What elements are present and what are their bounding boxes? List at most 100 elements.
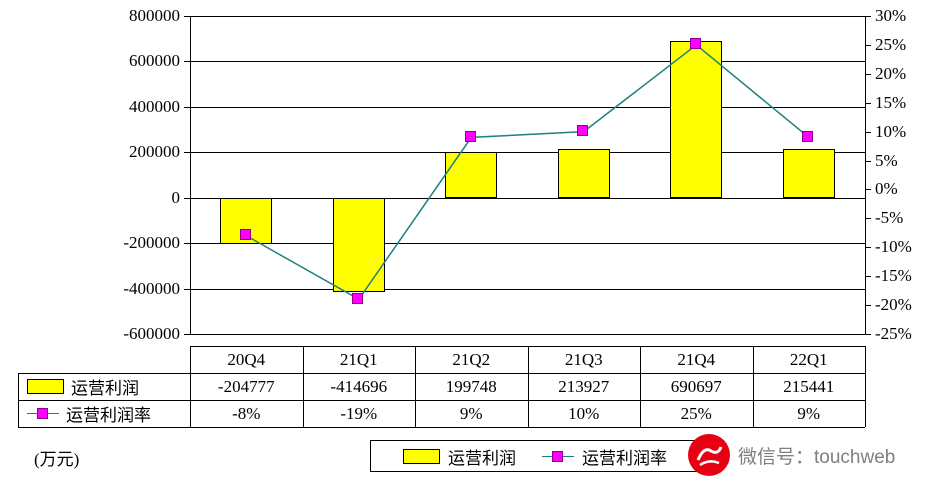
right-axis-label: 30% [875,6,907,25]
bar-21Q1 [332,197,385,292]
left-axis-tick [184,107,190,108]
gridline [190,243,865,244]
gridline [190,334,865,335]
table-value: -414696 [330,376,388,396]
right-axis-label: 25% [875,35,907,54]
table-category: 20Q4 [227,349,266,369]
row-label-text: 运营利润率 [66,406,151,425]
left-axis-tick [184,243,190,244]
table-category: 21Q2 [452,349,491,369]
table-border [865,346,866,427]
legend-item-margin: 运营利润率 [542,444,667,469]
left-axis-tick [184,16,190,17]
right-axis-tick [865,305,871,306]
left-axis-label: 400000 [129,97,180,116]
right-axis-tick [865,218,871,219]
right-axis-tick [865,132,871,133]
line-marker-20Q4 [239,229,251,241]
line-series-swatch-icon [542,450,574,463]
table-border [18,373,19,427]
table-border [302,346,304,427]
right-axis-tick [865,247,871,248]
line-marker-21Q4 [689,38,701,50]
line-marker-21Q2 [464,130,476,142]
right-axis-label: -5% [875,208,904,227]
row-label-text: 运营利润 [71,379,139,398]
right-axis-line [865,16,866,334]
left-axis-label: -600000 [123,324,180,343]
left-axis-tick [184,198,190,199]
right-axis-label: 5% [875,151,898,170]
watermark-text: 微信号：touchweb [738,446,896,468]
table-row-label: 运营利润 [18,373,190,400]
right-axis-tick [865,161,871,162]
bar-22Q1 [782,148,835,198]
right-axis-tick [865,103,871,104]
legend-label-profit: 运营利润 [448,448,516,468]
gridline [190,198,865,199]
table-category: 21Q1 [339,349,378,369]
table-value: -19% [340,403,378,423]
watermark-logo-icon [688,434,730,476]
line-marker-21Q1 [352,292,364,304]
table-value: 199748 [445,376,497,396]
table-category: 21Q4 [677,349,716,369]
right-axis-tick [865,334,871,335]
left-axis-tick [184,61,190,62]
table-value: 213927 [558,376,610,396]
table-border [752,346,754,427]
table-value: 10% [568,403,600,423]
left-axis-line [190,16,191,334]
table-row-label: 运营利润率 [18,400,190,427]
table-border [18,373,865,374]
table-border [527,346,529,427]
unit-label: (万元) [34,450,80,469]
left-axis-tick [184,289,190,290]
gridline [190,107,865,108]
table-border [18,400,865,401]
line-series-swatch-icon [27,407,59,420]
table-border [640,346,641,427]
right-axis-tick [865,276,871,277]
table-value: 215441 [783,376,835,396]
left-axis-label: 800000 [129,6,180,25]
watermark: 微信号：touchweb [688,434,895,476]
right-axis-tick [865,45,871,46]
table-category: 21Q3 [564,349,603,369]
legend-item-profit: 运营利润 [403,444,516,469]
right-axis-label: -15% [875,266,912,285]
right-axis-label: -20% [875,295,912,314]
table-category: 22Q1 [789,349,828,369]
bar-21Q3 [557,149,610,198]
line-marker-22Q1 [802,130,814,142]
bar-21Q4 [670,40,723,198]
left-axis-label: -200000 [123,233,180,252]
right-axis-label: -10% [875,237,912,256]
table-border [415,346,416,427]
right-axis-tick [865,189,871,190]
gridline [190,16,865,17]
table-value: -204777 [217,376,275,396]
right-axis-tick [865,16,871,17]
bar-21Q2 [445,152,498,198]
gridline [190,152,865,153]
left-axis-tick [184,152,190,153]
right-axis-tick [865,74,871,75]
legend-label-margin: 运营利润率 [582,448,667,468]
right-axis-label: 20% [875,64,907,83]
table-value: -8% [232,403,261,423]
table-value: 690697 [670,376,722,396]
left-axis-label: 200000 [129,142,180,161]
left-axis-label: 600000 [129,51,180,70]
left-axis-tick [184,334,190,335]
right-axis-label: -25% [875,324,912,343]
bar-series-swatch-icon [403,448,440,464]
line-series [245,43,810,301]
table-value: 9% [797,403,821,423]
left-axis-label: 0 [171,188,181,207]
table-value: 25% [680,403,712,423]
table-border [190,346,191,427]
table-border [18,427,865,428]
right-axis-label: 0% [875,179,898,198]
